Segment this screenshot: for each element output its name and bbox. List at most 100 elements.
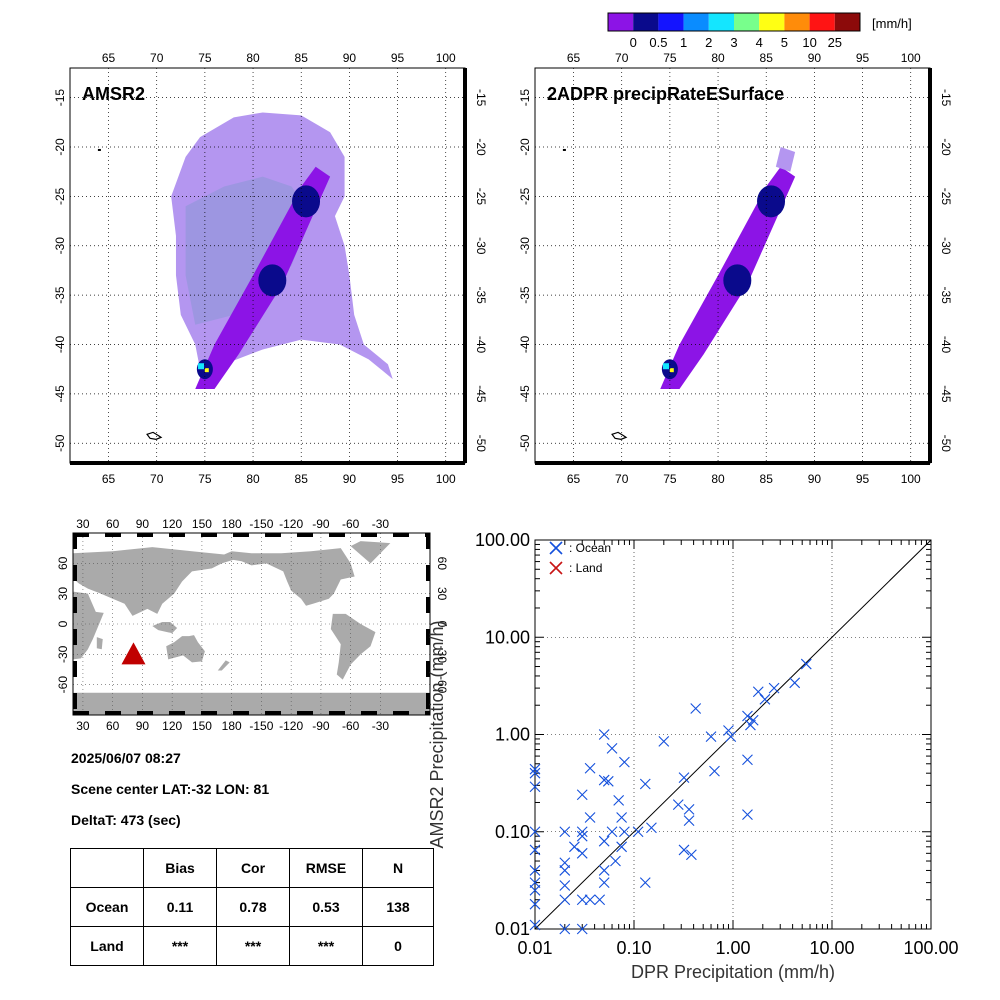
stats-cell: *** bbox=[216, 926, 290, 966]
x-tick-label: 0.10 bbox=[616, 938, 651, 958]
world-lat-tick-label: -30 bbox=[56, 645, 70, 663]
data-point bbox=[742, 710, 753, 722]
colorbar-swatch bbox=[608, 13, 634, 31]
data-point bbox=[619, 756, 630, 768]
lon-tick-label: 85 bbox=[295, 472, 309, 486]
lon-tick-label: 95 bbox=[856, 472, 870, 486]
colorbar-tick-label: 5 bbox=[781, 35, 788, 50]
world-lon-tick-label: 180 bbox=[222, 517, 242, 531]
table-row: Ocean 0.11 0.78 0.53 138 bbox=[70, 887, 434, 927]
world-lat-tick-label: 0 bbox=[56, 620, 70, 627]
x-tick-label: 100.00 bbox=[903, 938, 958, 958]
data-point bbox=[646, 822, 657, 834]
stats-header-row: Bias Cor RMSE N bbox=[70, 848, 434, 888]
legend-label: : Land bbox=[569, 561, 602, 575]
stats-cell: 0.11 bbox=[143, 887, 217, 927]
data-point bbox=[529, 898, 541, 910]
data-point bbox=[683, 815, 695, 827]
world-lon-tick-label: 90 bbox=[136, 517, 150, 531]
world-lat-tick-label: 0 bbox=[435, 621, 449, 628]
world-lon-tick-label: -60 bbox=[342, 719, 360, 733]
data-point bbox=[606, 742, 618, 754]
lon-tick-label: 80 bbox=[246, 472, 260, 486]
datetime-text: 2025/06/07 08:27 bbox=[71, 750, 181, 766]
stats-header-cell: RMSE bbox=[289, 848, 363, 888]
antarctica-landmass bbox=[73, 692, 430, 715]
data-point bbox=[672, 799, 684, 811]
lon-tick-label: 85 bbox=[760, 472, 774, 486]
world-lat-tick-label: -60 bbox=[435, 676, 449, 694]
lon-tick-label: 75 bbox=[198, 472, 212, 486]
colorbar-swatch bbox=[784, 13, 810, 31]
data-point bbox=[529, 844, 541, 856]
data-point bbox=[559, 880, 571, 891]
madagascar-landmass bbox=[96, 637, 103, 650]
plot-frame bbox=[534, 539, 932, 930]
data-point bbox=[598, 877, 610, 888]
delta-t-text: DeltaT: 473 (sec) bbox=[71, 812, 181, 828]
data-point bbox=[529, 763, 541, 775]
data-point bbox=[709, 765, 720, 777]
world-lon-tick-label: -30 bbox=[372, 517, 390, 531]
data-point bbox=[616, 841, 628, 853]
world-lat-tick-label: 30 bbox=[435, 587, 449, 601]
data-point bbox=[529, 826, 541, 838]
lat-tick-label: -35 bbox=[518, 286, 532, 304]
data-point bbox=[639, 877, 651, 888]
greenland-landmass bbox=[350, 541, 391, 564]
world-lon-tick-label: 120 bbox=[162, 719, 182, 733]
lat-tick-label: -50 bbox=[53, 434, 67, 452]
x-axis-label: DPR Precipitation (mm/h) bbox=[631, 962, 835, 982]
x-tick-label: 1.00 bbox=[715, 938, 750, 958]
scatter-plot-panel: 0.01 0.10 1.00 10.00 100.00 0.01 0.10 1.00 10.00… bbox=[427, 530, 959, 982]
world-map-panel: 30 60 90 120 150 180 -150 -120 -90 -60 -30 30 60 90 12… bbox=[56, 517, 449, 733]
data-point bbox=[789, 677, 801, 689]
data-point bbox=[639, 778, 651, 790]
data-point bbox=[559, 826, 571, 838]
data-point bbox=[686, 849, 697, 861]
rain-rate-pixel bbox=[204, 368, 209, 373]
data-point bbox=[725, 731, 737, 743]
stats-cell: Ocean bbox=[70, 887, 144, 927]
data-point bbox=[598, 729, 610, 740]
map-title: AMSR2 bbox=[82, 84, 145, 104]
amsr2-map-panel: 65 65 70 70 75 75 80 80 85 85 90 90 95 95 100 100 -15 -15… bbox=[53, 51, 488, 486]
world-map-frame bbox=[72, 532, 431, 716]
heavy-rain-core bbox=[757, 185, 786, 218]
indonesia-landmass bbox=[152, 621, 178, 634]
colorbar-tick-label: 2 bbox=[705, 35, 712, 50]
data-point bbox=[598, 835, 610, 847]
y-tick-label: 10.00 bbox=[485, 627, 530, 647]
data-point bbox=[529, 865, 541, 876]
amsr2-light-rain-area bbox=[185, 176, 311, 325]
lat-tick-label: -25 bbox=[474, 188, 488, 206]
world-lon-tick-label: 90 bbox=[136, 719, 150, 733]
lat-tick-label: -30 bbox=[53, 237, 67, 255]
y-tick-label: 1.00 bbox=[495, 725, 530, 745]
lon-tick-label: 95 bbox=[391, 51, 405, 65]
y-tick-label: 0.10 bbox=[495, 822, 530, 842]
world-lon-tick-label: -30 bbox=[372, 719, 390, 733]
stats-cell: Land bbox=[70, 926, 144, 966]
data-point bbox=[616, 812, 628, 823]
world-lon-tick-label: -120 bbox=[279, 719, 303, 733]
table-row: Land *** *** *** 0 bbox=[70, 926, 434, 966]
data-point bbox=[742, 809, 753, 821]
data-point bbox=[584, 812, 596, 823]
scene-center-text: Scene center LAT:-32 LON: 81 bbox=[71, 781, 270, 797]
world-lon-tick-label: -90 bbox=[312, 517, 330, 531]
lat-tick-label: -40 bbox=[474, 336, 488, 354]
lon-tick-label: 100 bbox=[901, 51, 921, 65]
lat-tick-label: -25 bbox=[518, 187, 532, 205]
lon-tick-label: 70 bbox=[150, 51, 164, 65]
data-point bbox=[576, 830, 588, 842]
data-point bbox=[602, 775, 614, 787]
legend-label: : Ocean bbox=[569, 541, 611, 555]
lat-tick-label: -20 bbox=[518, 138, 532, 156]
colorbar-swatch bbox=[633, 13, 659, 31]
data-point bbox=[745, 719, 756, 731]
heavy-rain-core bbox=[723, 264, 752, 297]
dpr-light-rain-area bbox=[775, 147, 796, 172]
data-point bbox=[747, 714, 759, 726]
